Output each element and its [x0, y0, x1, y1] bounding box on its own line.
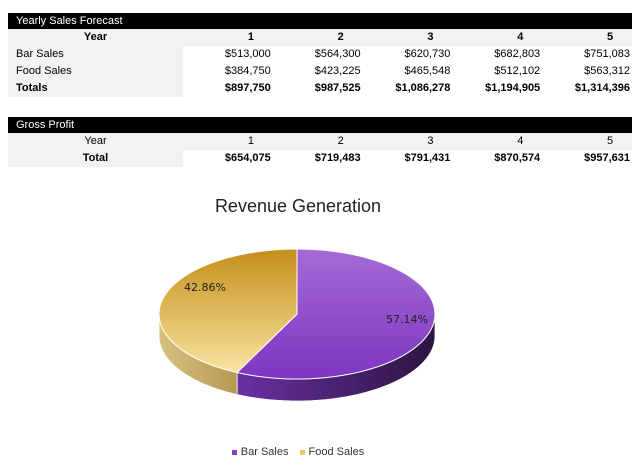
pie-slice-bar-sales: [236, 248, 436, 380]
legend-label: Bar Sales: [240, 446, 289, 458]
year-cell: 1: [247, 31, 254, 43]
cell: $620,730: [404, 48, 451, 60]
cell: $1,314,396: [574, 82, 630, 94]
table-row: Food Sales $384,750 $423,225 $465,548 $5…: [8, 63, 632, 80]
cell: $563,312: [584, 65, 630, 77]
legend-label: Food Sales: [308, 446, 365, 458]
table-title: Yearly Sales Forecast: [8, 13, 632, 29]
header-row: Year 1 2 3 4 5: [8, 29, 632, 46]
cell: $512,102: [494, 65, 541, 77]
year-label: Year: [8, 29, 183, 46]
data-label: 42.86%: [184, 281, 226, 294]
cell: $654,075: [224, 152, 271, 164]
year-cell: 3: [427, 31, 434, 43]
row-label: Bar Sales: [8, 46, 183, 63]
table-title: Gross Profit: [8, 117, 632, 133]
year-cell: 4: [517, 31, 524, 43]
row-label: Total: [8, 150, 183, 167]
year-cell: 2: [337, 135, 344, 147]
year-cell: 5: [607, 135, 614, 147]
chart-title: Revenue Generation: [214, 196, 382, 216]
cell: $1,194,905: [485, 82, 541, 94]
legend-swatch: [231, 449, 237, 455]
legend: Bar Sales Food Sales: [0, 446, 596, 458]
legend-swatch: [299, 449, 305, 455]
table-row: Bar Sales $513,000 $564,300 $620,730 $68…: [8, 46, 632, 63]
row-label: Totals: [8, 80, 183, 97]
data-label: 57.14%: [386, 313, 428, 326]
cell: $465,548: [404, 65, 451, 77]
cell: $564,300: [314, 48, 361, 60]
legend-item: Bar Sales: [231, 446, 289, 458]
cell: $513,000: [224, 48, 271, 60]
year-cell: 1: [247, 135, 254, 147]
gross-profit-table: Gross Profit Year 1 2 3 4 5 Total $654,0…: [8, 117, 632, 167]
year-cell: 2: [337, 31, 344, 43]
cell: $423,225: [314, 65, 361, 77]
cell: $682,803: [494, 48, 541, 60]
cell: $791,431: [404, 152, 451, 164]
totals-row: Totals $897,750 $987,525 $1,086,278 $1,1…: [8, 80, 632, 97]
legend-item: Food Sales: [299, 446, 365, 458]
sales-forecast-table: Yearly Sales Forecast Year 1 2 3 4 5 Bar…: [8, 13, 632, 97]
cell: $957,631: [584, 152, 630, 164]
cell: $897,750: [224, 82, 271, 94]
cell: $751,083: [584, 48, 630, 60]
cell: $719,483: [314, 152, 361, 164]
cell: $1,086,278: [395, 82, 451, 94]
header-row: Year 1 2 3 4 5: [8, 133, 632, 150]
year-label: Year: [8, 133, 183, 150]
pie-slice-food-sales: [158, 248, 298, 374]
cell: $870,574: [494, 152, 541, 164]
year-cell: 3: [427, 135, 434, 147]
total-row: Total $654,075 $719,483 $791,431 $870,57…: [8, 150, 632, 167]
year-cell: 5: [607, 31, 614, 43]
year-cell: 4: [517, 135, 524, 147]
row-label: Food Sales: [8, 63, 183, 80]
cell: $987,525: [314, 82, 361, 94]
cell: $384,750: [224, 65, 271, 77]
